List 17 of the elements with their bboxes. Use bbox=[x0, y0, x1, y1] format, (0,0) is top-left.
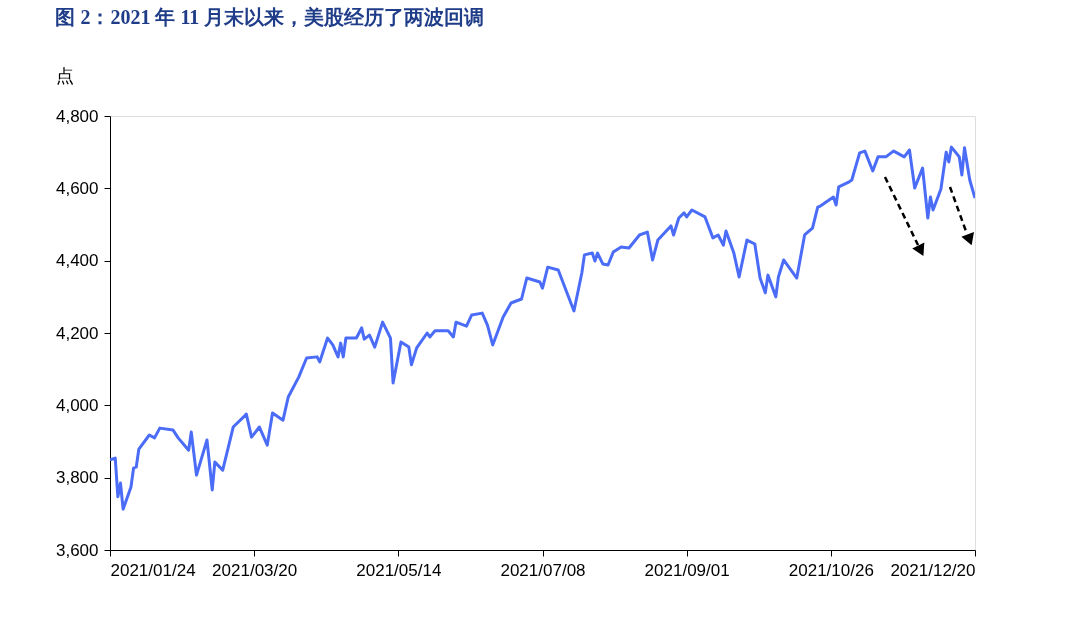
chart-title: 图 2：2021 年 11 月末以来，美股经历了两波回调 bbox=[55, 6, 485, 28]
y-tick-label: 4,800 bbox=[55, 106, 99, 126]
x-tick-label: 2021/09/01 bbox=[644, 560, 730, 580]
y-tick-label: 4,200 bbox=[55, 323, 99, 343]
x-tick-label: 2021/12/20 bbox=[890, 560, 976, 580]
x-tick-label: 2021/01/24 bbox=[110, 560, 196, 580]
y-tick-label: 3,800 bbox=[55, 468, 99, 488]
y-tick-label: 3,600 bbox=[55, 540, 99, 560]
x-tick-label: 2021/10/26 bbox=[788, 560, 874, 580]
x-tick-label: 2021/07/08 bbox=[500, 560, 586, 580]
y-tick-label: 4,400 bbox=[55, 251, 99, 271]
x-tick-label: 2021/05/14 bbox=[356, 560, 442, 580]
y-tick-label: 4,000 bbox=[55, 395, 99, 415]
line-series bbox=[110, 145, 975, 511]
y-tick-label: 4,600 bbox=[55, 178, 99, 198]
x-tick-label: 2021/03/20 bbox=[212, 560, 298, 580]
y-axis-title: 点 bbox=[56, 66, 74, 86]
